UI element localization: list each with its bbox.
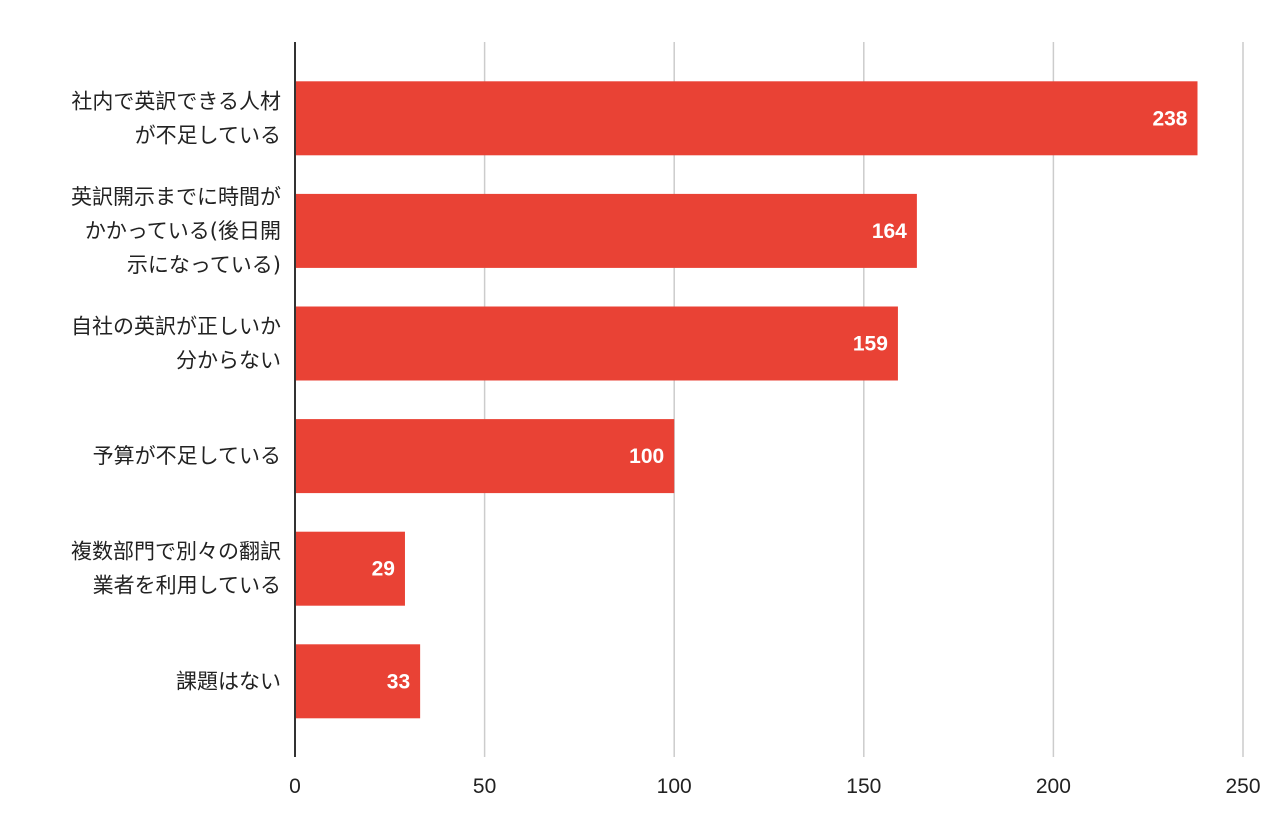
category-label-1-line-1: かかっている(後日開 [85, 219, 281, 243]
category-label-1-line-0: 英訳開示までに時間が [71, 185, 281, 209]
x-tick-label-250: 250 [1225, 775, 1260, 798]
category-label-2-line-1: 分からない [176, 349, 281, 373]
category-label-3-line-0: 予算が不足している [93, 444, 281, 468]
category-label-0: 社内で英訳できる人材が不足している [71, 89, 281, 147]
bar-3 [295, 419, 675, 494]
category-label-2-line-0: 自社の英訳が正しいか [71, 315, 281, 339]
category-label-3: 予算が不足している [93, 444, 281, 468]
category-label-4: 複数部門で別々の翻訳業者を利用している [71, 540, 281, 598]
category-label-4-line-0: 複数部門で別々の翻訳 [71, 540, 281, 564]
bar-4 [295, 531, 405, 606]
x-tick-label-50: 50 [473, 775, 496, 798]
labels: 0 50 100 150 200 250 238 社内で英訳できる人材が不足している 164 英訳… [71, 89, 1261, 798]
category-label-1: 英訳開示までに時間がかかっている(後日開示になっている) [71, 185, 281, 277]
x-tick-label-150: 150 [846, 775, 881, 798]
x-tick-label-0: 0 [289, 775, 301, 798]
category-label-1-line-2: 示になっている) [127, 253, 281, 277]
data-label-5: 33 [387, 670, 410, 693]
bar-5 [295, 644, 421, 719]
bars [295, 81, 1198, 719]
category-label-5-line-0: 課題はない [176, 669, 281, 693]
bar-2 [295, 306, 898, 381]
grid-layer [483, 42, 1244, 757]
category-label-0-line-1: が不足している [135, 123, 281, 147]
data-label-0: 238 [1152, 107, 1187, 130]
category-label-4-line-1: 業者を利用している [93, 574, 281, 598]
category-label-2: 自社の英訳が正しいか分からない [71, 315, 281, 373]
category-label-5: 課題はない [176, 669, 281, 693]
bar-1 [295, 193, 917, 268]
category-label-0-line-0: 社内で英訳できる人材 [71, 89, 281, 113]
data-label-2: 159 [853, 333, 888, 356]
x-tick-label-200: 200 [1036, 775, 1071, 798]
data-label-1: 164 [872, 220, 907, 243]
data-label-4: 29 [372, 558, 395, 581]
bar-0 [295, 81, 1198, 156]
x-tick-label-100: 100 [657, 775, 692, 798]
data-label-3: 100 [629, 445, 664, 468]
